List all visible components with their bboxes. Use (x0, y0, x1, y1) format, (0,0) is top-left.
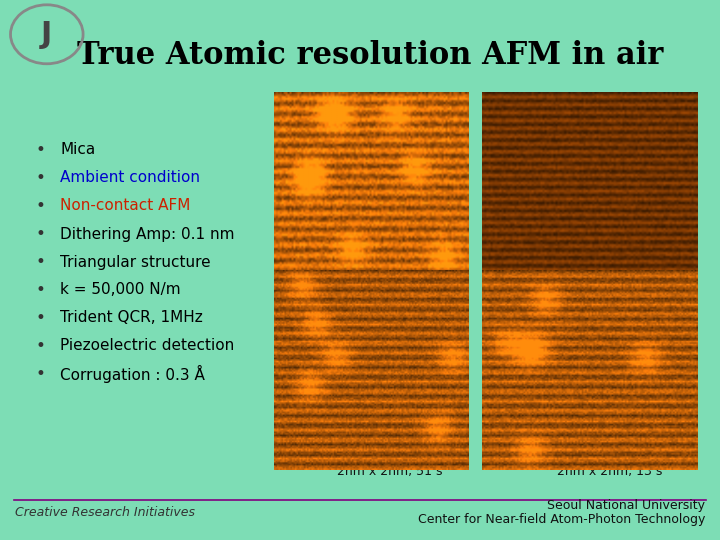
Text: 2nm x 2nm, 51 s: 2nm x 2nm, 51 s (337, 465, 443, 478)
Text: Ambient condition: Ambient condition (60, 171, 200, 186)
Text: •: • (35, 253, 45, 271)
Text: •: • (35, 141, 45, 159)
Text: 2nm x 2nm, 13 s: 2nm x 2nm, 13 s (557, 465, 662, 478)
Text: 1nm x 1nm, 51 s: 1nm x 1nm, 51 s (337, 286, 443, 299)
Text: True Atomic resolution AFM in air: True Atomic resolution AFM in air (77, 40, 663, 71)
Text: Piezoelectric detection: Piezoelectric detection (60, 339, 234, 354)
Text: •: • (35, 309, 45, 327)
Text: •: • (35, 337, 45, 355)
Text: k = 50,000 N/m: k = 50,000 N/m (60, 282, 181, 298)
Text: J: J (41, 20, 53, 49)
Text: Center for Near-field Atom-Photon Technology: Center for Near-field Atom-Photon Techno… (418, 514, 705, 526)
Text: •: • (35, 169, 45, 187)
Text: •: • (35, 225, 45, 243)
Text: Non-contact AFM: Non-contact AFM (60, 199, 190, 213)
Text: Triangular structure: Triangular structure (60, 254, 211, 269)
Text: Corrugation : 0.3 Å: Corrugation : 0.3 Å (60, 365, 205, 383)
Text: 1nm x 1nm 13 s: 1nm x 1nm 13 s (559, 286, 661, 299)
Text: Dithering Amp: 0.1 nm: Dithering Amp: 0.1 nm (60, 226, 235, 241)
Text: Trident QCR, 1MHz: Trident QCR, 1MHz (60, 310, 203, 326)
Text: •: • (35, 365, 45, 383)
Text: Creative Research Initiatives: Creative Research Initiatives (15, 507, 195, 519)
Text: •: • (35, 281, 45, 299)
Text: Mica: Mica (60, 143, 95, 158)
Text: Seoul National University: Seoul National University (547, 498, 705, 511)
Text: •: • (35, 197, 45, 215)
